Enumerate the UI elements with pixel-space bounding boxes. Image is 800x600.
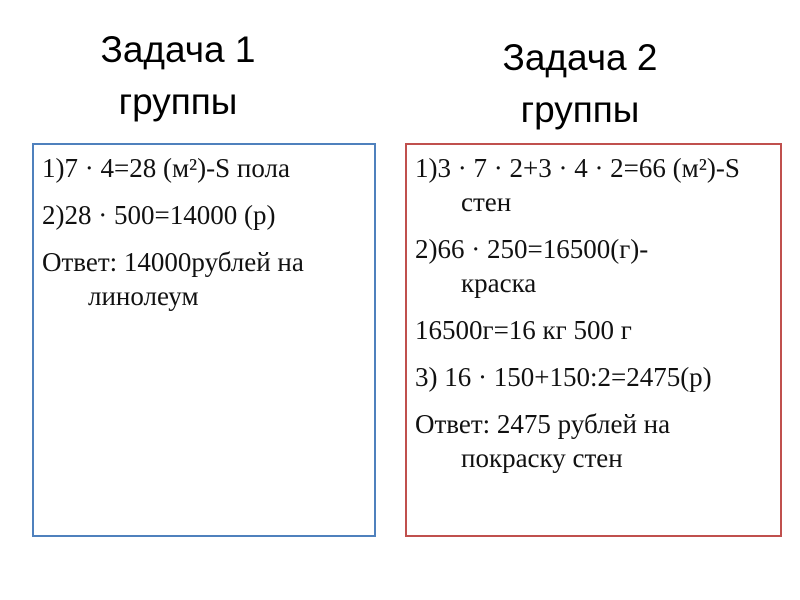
task1-title-line1: Задача 1 bbox=[100, 29, 256, 70]
task1-solution-box: 1)7 · 4=28 (м²)-S пола 2)28 · 500=14000 … bbox=[32, 143, 376, 537]
solution-line: 2)66 · 250=16500(г)-краска bbox=[415, 234, 649, 298]
task1-title: Задача 1 группы bbox=[28, 24, 328, 128]
answer-line: Ответ: 14000рублей на линолеум bbox=[42, 247, 304, 311]
solution-line: 2)28 · 500=14000 (р) bbox=[42, 200, 276, 230]
solution-line: 3) 16 · 150+150:2=2475(р) bbox=[415, 362, 712, 392]
task2-title: Задача 2 группы bbox=[430, 32, 730, 136]
solution-line: 1)7 · 4=28 (м²)-S пола bbox=[42, 153, 290, 183]
solution-line: 1)3 · 7 · 2+3 · 4 · 2=66 (м²)-S стен bbox=[415, 153, 740, 217]
task2-solution-box: 1)3 · 7 · 2+3 · 4 · 2=66 (м²)-S стен 2)6… bbox=[405, 143, 782, 537]
task1-title-line2: группы bbox=[118, 81, 238, 122]
solution-line: 16500г=16 кг 500 г bbox=[415, 315, 632, 345]
answer-line: Ответ: 2475 рублей на покраску стен bbox=[415, 409, 671, 473]
task2-title-line1: Задача 2 bbox=[502, 37, 658, 78]
task2-title-line2: группы bbox=[520, 89, 640, 130]
